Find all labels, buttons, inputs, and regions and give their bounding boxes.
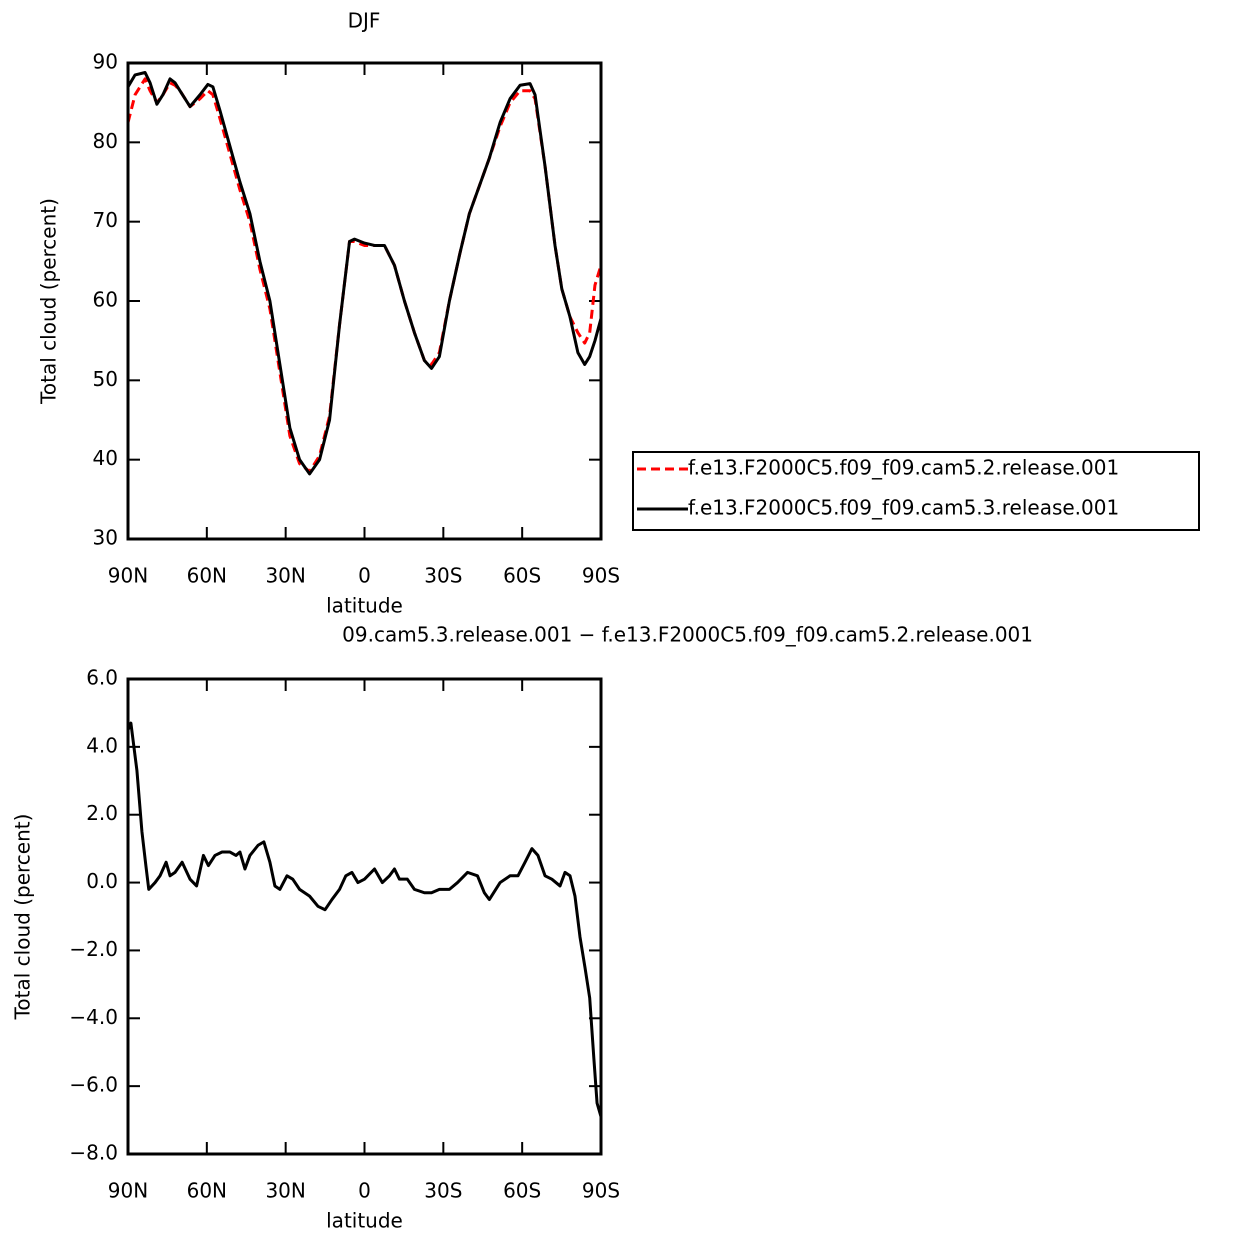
x-tick-label: 30N (265, 1179, 305, 1203)
legend-label: f.e13.F2000C5.f09_f09.cam5.3.release.001 (688, 496, 1119, 520)
x-tick-label: 90N (108, 564, 148, 588)
plot-frame (126, 61, 603, 541)
y-tick-label: 4.0 (86, 733, 118, 757)
x-tick-label: 90S (582, 564, 620, 588)
y-tick-label: 2.0 (86, 801, 118, 825)
data-line (126, 721, 603, 1118)
data-line (126, 77, 603, 474)
x-tick-label: 60N (187, 1179, 227, 1203)
y-tick-label: 70 (93, 208, 118, 232)
y-tick-label: 90 (93, 50, 118, 74)
x-tick-label: 60S (503, 1179, 541, 1203)
x-axis-label: latitude (326, 594, 403, 618)
x-tick-label: 30N (265, 564, 305, 588)
y-axis-label: Total cloud (percent) (11, 814, 35, 1021)
chart-title: 09.cam5.3.release.001 − f.e13.F2000C5.f0… (342, 623, 1033, 647)
y-tick-label: −6.0 (69, 1073, 118, 1097)
chart-title: DJF (348, 9, 381, 33)
legend-label: f.e13.F2000C5.f09_f09.cam5.2.release.001 (688, 456, 1119, 480)
y-tick-label: −4.0 (69, 1005, 118, 1029)
x-tick-label: 60N (187, 564, 227, 588)
x-tick-label: 30S (424, 1179, 462, 1203)
y-tick-label: 60 (93, 288, 118, 312)
x-tick-label: 0 (358, 564, 371, 588)
legend-box (632, 451, 1200, 531)
y-tick-label: −8.0 (69, 1141, 118, 1165)
x-axis-label: latitude (326, 1209, 403, 1233)
y-axis-label: Total cloud (percent) (37, 198, 61, 405)
x-tick-label: 0 (358, 1179, 371, 1203)
x-tick-label: 60S (503, 564, 541, 588)
y-tick-label: −2.0 (69, 937, 118, 961)
plot-frame (126, 677, 603, 1156)
y-tick-label: 50 (93, 367, 118, 391)
y-tick-label: 30 (93, 526, 118, 550)
y-tick-label: 6.0 (86, 666, 118, 690)
y-tick-label: 0.0 (86, 869, 118, 893)
x-tick-label: 90S (582, 1179, 620, 1203)
y-tick-label: 80 (93, 129, 118, 153)
y-tick-label: 40 (93, 446, 118, 470)
data-line (126, 71, 603, 476)
x-tick-label: 90N (108, 1179, 148, 1203)
x-tick-label: 30S (424, 564, 462, 588)
